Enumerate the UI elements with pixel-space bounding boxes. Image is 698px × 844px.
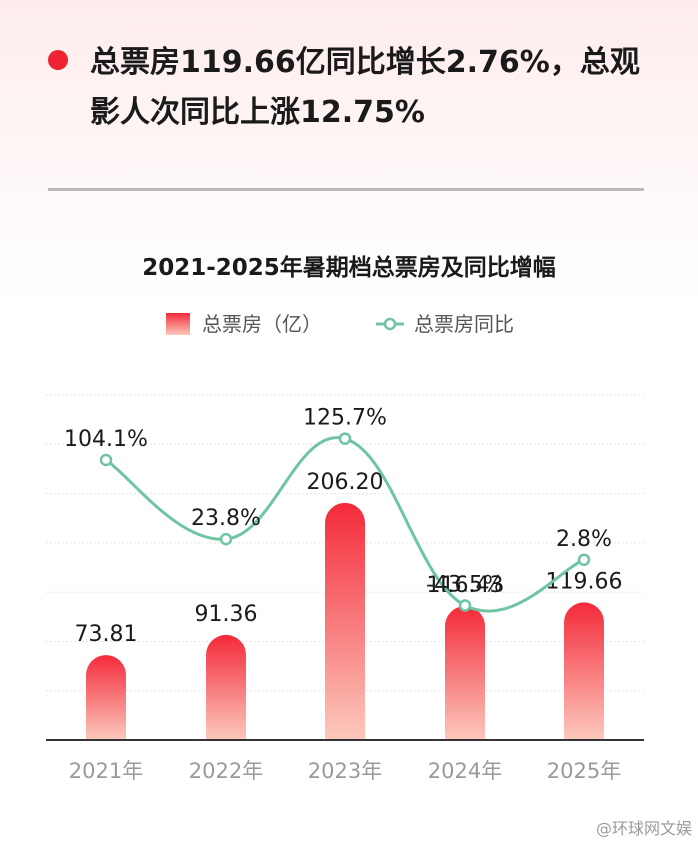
x-tick-label-3: 2024年 bbox=[428, 759, 502, 783]
legend-bar-swatch bbox=[166, 313, 190, 335]
line-point-0 bbox=[99, 453, 113, 467]
x-tick-label-4: 2025年 bbox=[547, 759, 621, 783]
line-value-label-1: 23.8% bbox=[191, 506, 261, 531]
line-value-label-2: 125.7% bbox=[303, 406, 387, 431]
line-value-label-3: -43.5% bbox=[426, 572, 504, 597]
watermark: @环球网文娱 bbox=[595, 819, 692, 838]
x-tick-label-1: 2022年 bbox=[189, 759, 263, 783]
bar-series bbox=[86, 502, 604, 740]
line-value-labels: 104.1% 23.8% 125.7% -43.5% 2.8% bbox=[64, 406, 612, 598]
header-background bbox=[0, 0, 698, 300]
line-point-2 bbox=[338, 432, 352, 445]
bar-0 bbox=[86, 655, 126, 740]
bar-value-labels: 73.81 91.36 206.20 116.43 119.66 bbox=[75, 470, 623, 647]
line-point-3 bbox=[458, 599, 472, 612]
legend-label-bar: 总票房（亿） bbox=[202, 312, 322, 336]
line-point-1 bbox=[219, 532, 233, 546]
bar-value-label-1: 91.36 bbox=[195, 602, 258, 627]
legend-label-line: 总票房同比 bbox=[414, 312, 514, 336]
line-point-4 bbox=[577, 553, 591, 567]
line-series bbox=[99, 432, 591, 613]
line-value-label-0: 104.1% bbox=[64, 427, 148, 452]
x-axis-labels: 2021年 2022年 2023年 2024年 2025年 bbox=[69, 759, 621, 783]
x-tick-label-0: 2021年 bbox=[69, 759, 143, 783]
section-divider bbox=[48, 188, 644, 191]
chart-title: 2021-2025年暑期档总票房及同比增幅 bbox=[142, 255, 556, 281]
bar-value-label-2: 206.20 bbox=[307, 470, 384, 495]
bar-3 bbox=[445, 606, 485, 740]
bar-value-label-4: 119.66 bbox=[546, 569, 623, 594]
bar-4 bbox=[564, 602, 604, 740]
bar-2 bbox=[325, 502, 365, 740]
bar-value-label-3: 116.43 bbox=[427, 573, 504, 598]
legend-line-marker bbox=[383, 317, 397, 331]
line-value-label-4: 2.8% bbox=[556, 527, 612, 552]
bar-value-label-0: 73.81 bbox=[75, 622, 138, 647]
headline-text: 总票房119.66亿同比增长2.76%，总观影人次同比上涨12.75% bbox=[90, 45, 640, 130]
x-tick-label-2: 2023年 bbox=[308, 759, 382, 783]
bar-1 bbox=[206, 634, 246, 740]
bullet-dot-icon bbox=[48, 50, 68, 70]
chart-legend: 总票房（亿） 总票房同比 bbox=[166, 312, 514, 336]
